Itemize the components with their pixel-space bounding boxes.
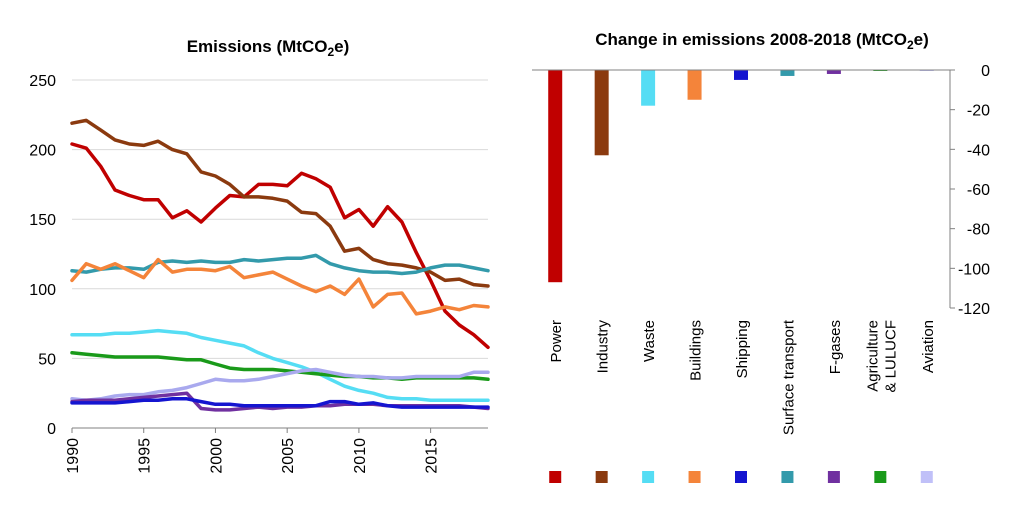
- bar-y-tick--120: -120: [958, 301, 990, 318]
- bar-y-tick--40: -40: [967, 142, 990, 159]
- x-tick-2010: 2010: [352, 438, 369, 474]
- category-label-3: Waste: [641, 320, 658, 362]
- color-key-swatch-8: [874, 471, 887, 483]
- change-bar-chart: Change in emissions 2008-2018 (MtCO2e) 0…: [532, 30, 990, 483]
- line-chart-gridlines: [72, 79, 488, 359]
- y-tick-150: 150: [29, 212, 56, 229]
- category-label-4: Buildings: [688, 320, 705, 381]
- category-label-line: Buildings: [688, 320, 705, 381]
- y-tick-50: 50: [38, 351, 56, 368]
- color-key-swatch-5: [735, 471, 747, 483]
- category-label-8: Agriculture & LULUCF: [864, 320, 899, 393]
- y-tick-0: 0: [47, 421, 56, 438]
- bar-chart-category-labels: Power Industry Waste Buildings Shipping Surfa…: [548, 319, 937, 435]
- bar-y-tick--100: -100: [958, 261, 990, 278]
- y-tick-250: 250: [29, 73, 56, 90]
- color-key-swatch-4: [688, 471, 701, 483]
- series-line-5: [70, 328, 490, 402]
- series-line-4: [70, 257, 490, 316]
- line-chart-x-ticks: 1990 1995 2000 2005 2010 2015: [65, 428, 441, 474]
- x-tick-1990: 1990: [65, 438, 82, 474]
- category-label-line: Waste: [641, 320, 658, 362]
- bar-power: [548, 70, 563, 283]
- color-key-swatch-9: [920, 471, 933, 483]
- category-label-line: Industry: [595, 320, 612, 374]
- bar-y-tick-0: 0: [981, 63, 990, 80]
- bar-chart-y-ticks: 0 -20 -40 -60 -80 -100 -120: [950, 63, 990, 318]
- line-chart-title: Emissions (MtCO2e): [187, 37, 350, 59]
- color-key-swatch-2: [595, 471, 608, 483]
- series-line-1: [70, 142, 490, 350]
- category-label-line: Power: [548, 320, 565, 363]
- bar-y-tick--60: -60: [967, 182, 990, 199]
- x-tick-2000: 2000: [208, 438, 225, 474]
- category-label-line: Agriculture: [864, 320, 881, 392]
- y-tick-100: 100: [29, 282, 56, 299]
- category-label-5: Shipping: [734, 320, 751, 378]
- line-chart-y-ticks: 0 50 100 150 200 250: [29, 73, 56, 438]
- bar-f-gases: [826, 70, 841, 74]
- category-label-7: F-gases: [827, 320, 844, 374]
- category-label-6: Surface transport: [780, 319, 797, 435]
- series-line-2: [70, 118, 490, 288]
- bar-waste: [641, 70, 656, 106]
- series-line-9: [70, 397, 490, 409]
- category-label-1: Power: [548, 320, 565, 363]
- series-line-7: [70, 367, 490, 402]
- bar-shipping: [734, 70, 748, 80]
- bar-y-tick--80: -80: [967, 222, 990, 239]
- bar-chart-title: Change in emissions 2008-2018 (MtCO2e): [595, 30, 929, 52]
- bar-industry: [594, 70, 609, 156]
- bar-y-tick--20: -20: [967, 103, 990, 120]
- category-label-line: Shipping: [734, 320, 751, 378]
- bar-surface-transport: [780, 70, 795, 76]
- category-label-line: Surface transport: [780, 319, 797, 435]
- color-key-swatch-3: [642, 471, 655, 483]
- category-label-line: F-gases: [827, 320, 844, 374]
- category-label-9: Aviation: [920, 320, 937, 373]
- line-chart-series: [70, 118, 490, 412]
- category-label-line: & LULUCF: [882, 320, 899, 393]
- bar-buildings: [687, 70, 702, 100]
- x-tick-1995: 1995: [137, 438, 154, 474]
- y-tick-200: 200: [29, 143, 56, 160]
- color-key-swatch-1: [549, 471, 562, 483]
- x-tick-2015: 2015: [424, 438, 441, 474]
- x-tick-2005: 2005: [280, 438, 297, 474]
- bar-chart-bars: [548, 70, 934, 283]
- bar-chart-color-key: [549, 471, 933, 483]
- series-line-3: [70, 253, 490, 276]
- category-label-2: Industry: [595, 320, 612, 374]
- color-key-swatch-6: [781, 471, 794, 483]
- category-label-line: Aviation: [920, 320, 937, 373]
- color-key-swatch-7: [827, 471, 840, 483]
